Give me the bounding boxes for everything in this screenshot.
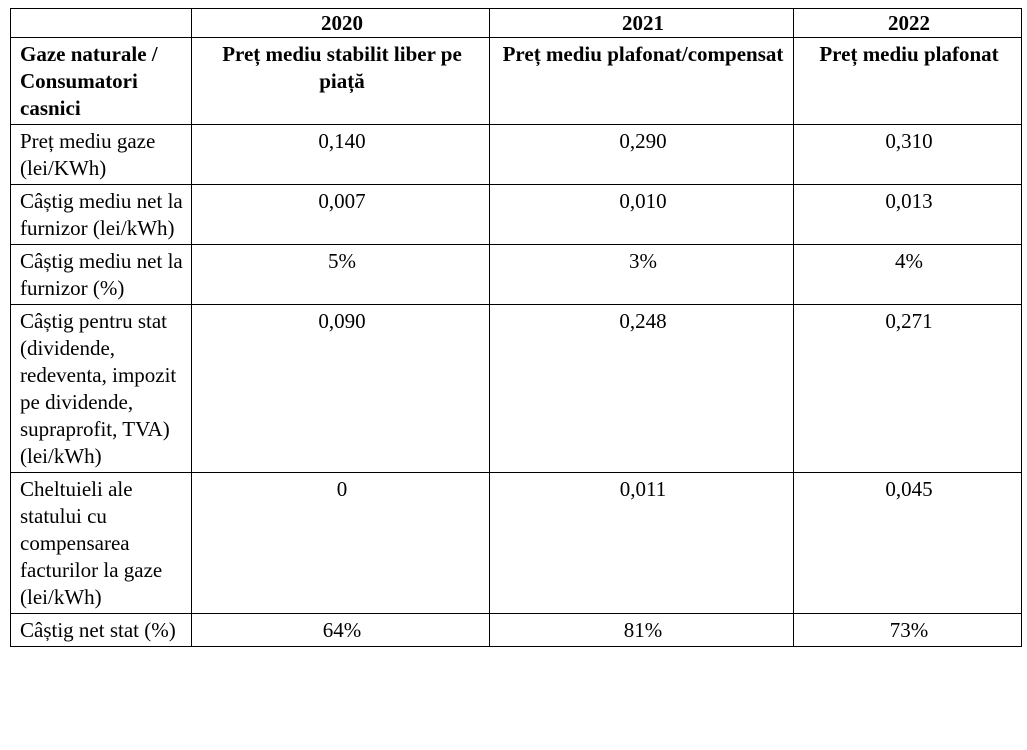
row-label: Câștig mediu net la furnizor (%) [10, 244, 192, 305]
cell-2021: 0,248 [489, 304, 794, 473]
cell-2021: 0,011 [489, 472, 794, 614]
column-header-row: Gaze naturale / Consumatori casnici Preț… [10, 37, 1022, 125]
cell-2020: 5% [191, 244, 490, 305]
row-label: Cheltuieli ale statului cu compensarea f… [10, 472, 192, 614]
table-row: Câștig pentru stat (dividende, redeventa… [10, 304, 1022, 473]
row-label: Câștig net stat (%) [10, 613, 192, 647]
column-header-2020: Preț mediu stabilit liber pe piață [191, 37, 490, 125]
cell-2022: 0,310 [793, 124, 1022, 185]
table-row: Câștig mediu net la furnizor (%) 5% 3% 4… [10, 244, 1022, 305]
cell-2020: 0,090 [191, 304, 490, 473]
cell-2022: 0,045 [793, 472, 1022, 614]
column-header-2022: Preț mediu plafonat [793, 37, 1022, 125]
cell-2022: 4% [793, 244, 1022, 305]
row-label: Preț mediu gaze (lei/KWh) [10, 124, 192, 185]
cell-2020: 0,140 [191, 124, 490, 185]
year-2021: 2021 [489, 8, 794, 38]
table-row: Câștig net stat (%) 64% 81% 73% [10, 613, 1022, 647]
cell-2020: 64% [191, 613, 490, 647]
table-row: Cheltuieli ale statului cu compensarea f… [10, 472, 1022, 614]
cell-2020: 0 [191, 472, 490, 614]
cell-2022: 0,271 [793, 304, 1022, 473]
row-label: Câștig pentru stat (dividende, redeventa… [10, 304, 192, 473]
cell-2021: 0,290 [489, 124, 794, 185]
year-2022: 2022 [793, 8, 1022, 38]
gas-price-table: 2020 2021 2022 Gaze naturale / Consumato… [10, 8, 1022, 647]
cell-2020: 0,007 [191, 184, 490, 245]
header-row-label: Gaze naturale / Consumatori casnici [10, 37, 192, 125]
year-2020: 2020 [191, 8, 490, 38]
cell-2021: 3% [489, 244, 794, 305]
cell-2021: 81% [489, 613, 794, 647]
table-row: Preț mediu gaze (lei/KWh) 0,140 0,290 0,… [10, 124, 1022, 185]
corner-cell [10, 8, 192, 38]
table-row: Câștig mediu net la furnizor (lei/kWh) 0… [10, 184, 1022, 245]
cell-2022: 0,013 [793, 184, 1022, 245]
column-header-2021: Preț mediu plafonat/compensat [489, 37, 794, 125]
row-label: Câștig mediu net la furnizor (lei/kWh) [10, 184, 192, 245]
year-header-row: 2020 2021 2022 [10, 8, 1022, 38]
cell-2022: 73% [793, 613, 1022, 647]
cell-2021: 0,010 [489, 184, 794, 245]
